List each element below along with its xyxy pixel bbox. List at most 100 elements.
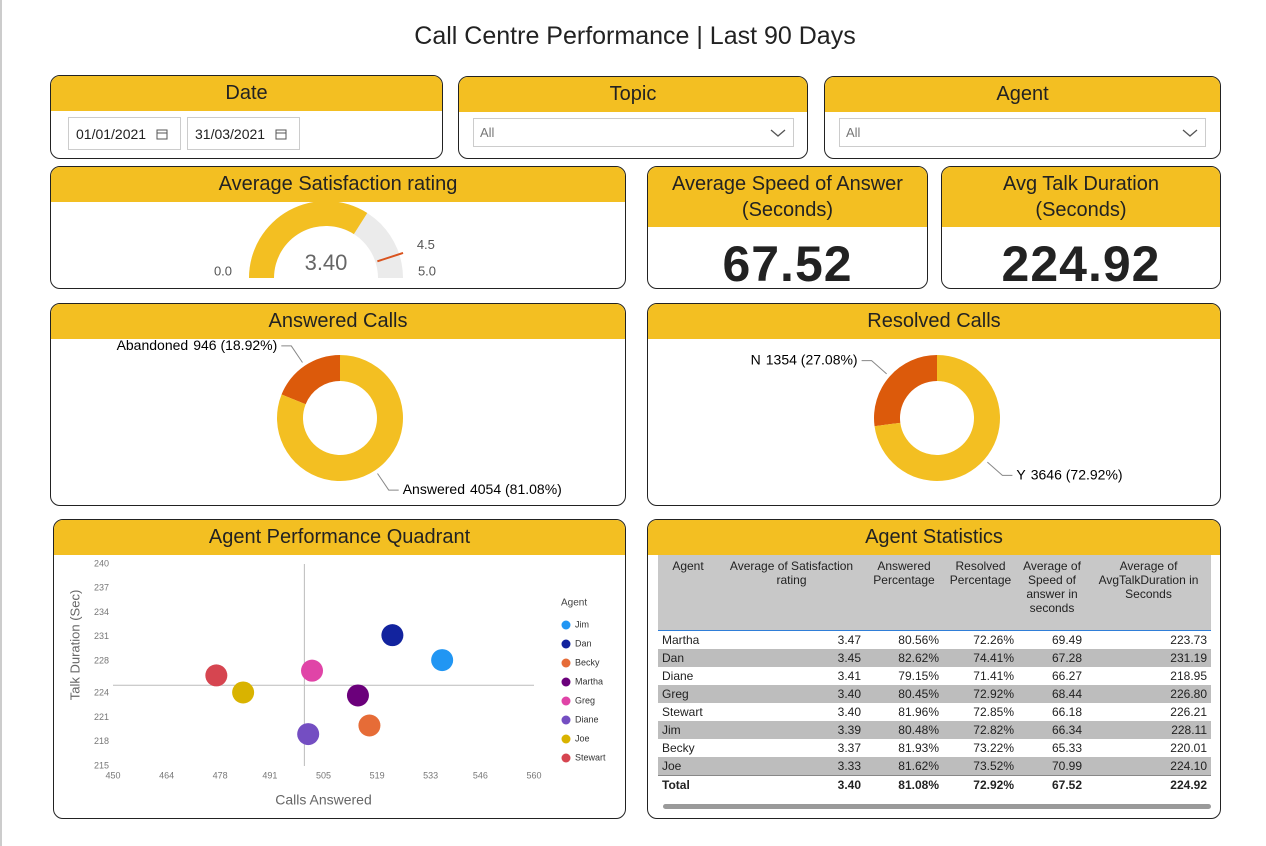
table-cell: 81.96% xyxy=(898,705,939,719)
filter-title: Topic xyxy=(459,77,807,112)
kpi-card: Avg Talk Duration (Seconds) 224.92 xyxy=(941,166,1221,289)
legend-swatch xyxy=(561,696,571,706)
scatter-point xyxy=(381,624,404,647)
column-header[interactable]: Resolved Percentage xyxy=(943,555,1018,631)
x-tick-label: 533 xyxy=(423,770,438,780)
kpi-value: 224.92 xyxy=(1001,236,1161,289)
kpi-value: 67.52 xyxy=(722,236,853,289)
chevron xyxy=(1182,129,1198,137)
leader-line xyxy=(861,360,887,375)
table-cell: Jim xyxy=(658,721,718,739)
scatter-point xyxy=(301,659,324,682)
column-header[interactable]: Average of Satisfaction rating xyxy=(718,555,865,631)
table-cell: 223.73 xyxy=(1170,633,1207,647)
legend-swatch xyxy=(561,753,571,763)
kpi-card: Average Speed of Answer (Seconds) 67.52 xyxy=(647,166,928,289)
table-row: Martha 3.47 80.56% 72.26% 69.49 223.73 xyxy=(658,631,1211,650)
table-cell: 226.21 xyxy=(1170,705,1207,719)
gauge-value xyxy=(249,202,368,278)
table-row: Becky 3.37 81.93% 73.22% 65.33 220.01 xyxy=(658,739,1211,757)
column-header[interactable]: Average of Speed of answer in seconds xyxy=(1018,555,1086,631)
table-cell: 66.27 xyxy=(1051,669,1082,683)
table-cell: Martha xyxy=(662,633,700,647)
leader-line xyxy=(987,461,1013,476)
total-cell: 72.92% xyxy=(943,775,1018,794)
table-wrap: Agent Average of Satisfaction rating Answe… xyxy=(658,555,1211,794)
chevron xyxy=(770,129,786,137)
slice-label: Y 3646 (72.92%) xyxy=(1016,466,1122,482)
table-cell: 3.40 xyxy=(837,705,861,719)
slice-label: Abandoned 946 (18.92%) xyxy=(117,339,278,353)
topic-dropdown[interactable]: All xyxy=(473,118,794,147)
table-cell: Becky xyxy=(662,741,695,755)
y-tick-label: 234 xyxy=(94,607,109,617)
scatter-card: Agent Performance Quadrant 215 218 221 224 2… xyxy=(53,519,626,819)
kpi-title: Avg Talk Duration (Seconds) xyxy=(942,167,1220,227)
table-cell: 3.33 xyxy=(718,757,865,776)
topic-filter: Topic All xyxy=(458,76,808,159)
total-row: Total 3.40 81.08% 72.92% 67.52 224.92 xyxy=(658,775,1211,794)
table-cell: 70.99 xyxy=(1018,757,1086,776)
table-cell: 81.93% xyxy=(898,741,939,755)
slice-category: Answered xyxy=(403,481,465,497)
page-title: Call Centre Performance | Last 90 Days xyxy=(414,22,856,50)
calendar-icon xyxy=(156,129,168,139)
card-title: Average Satisfaction rating xyxy=(51,167,625,202)
table-cell: 74.41% xyxy=(943,649,1018,667)
x-tick-label: 464 xyxy=(159,770,174,780)
table-cell: Dan xyxy=(658,649,718,667)
donut-slice xyxy=(874,355,937,427)
table-cell: 67.28 xyxy=(1018,649,1086,667)
leader-line xyxy=(377,473,399,491)
table-cell: 72.26% xyxy=(973,633,1014,647)
column-header[interactable]: Agent xyxy=(658,555,718,631)
table-cell: 72.82% xyxy=(943,721,1018,739)
table-cell: 82.62% xyxy=(865,649,943,667)
table-cell: 228.11 xyxy=(1086,721,1211,739)
card-title: Agent Performance Quadrant xyxy=(54,520,625,555)
x-tick-label: 450 xyxy=(105,770,120,780)
donut-slice xyxy=(281,355,340,405)
table-cell: Greg xyxy=(658,685,718,703)
x-tick-label: 560 xyxy=(526,770,541,780)
scatter-point xyxy=(346,684,369,707)
total-cell: 3.40 xyxy=(718,775,865,794)
scrollbar[interactable] xyxy=(663,804,1211,809)
y-tick-label: 231 xyxy=(94,631,109,641)
legend-label: Dan xyxy=(575,638,592,648)
table-cell: 226.80 xyxy=(1086,685,1211,703)
card-title: Agent Statistics xyxy=(648,520,1220,555)
gauge-target xyxy=(377,252,404,263)
total-cell: 81.08% xyxy=(865,775,943,794)
date-to[interactable]: 31/03/2021 xyxy=(187,117,300,150)
table-row: Diane 3.41 79.15% 71.41% 66.27 218.95 xyxy=(658,667,1211,685)
y-tick-label: 240 xyxy=(94,558,109,568)
column-header[interactable]: Average of AvgTalkDuration in Seconds xyxy=(1086,555,1211,631)
table-cell: 3.39 xyxy=(718,721,865,739)
table-cell: 3.40 xyxy=(718,685,865,703)
table-cell: Stewart xyxy=(662,705,703,719)
table-row: Greg 3.40 80.45% 72.92% 68.44 226.80 xyxy=(658,685,1211,703)
table-cell: 72.92% xyxy=(943,685,1018,703)
table-cell: 73.52% xyxy=(943,757,1018,776)
column-header[interactable]: Answered Percentage xyxy=(865,555,943,631)
y-tick-label: 215 xyxy=(94,760,109,770)
donut-chart: N 1354 (27.08%) Y 3646 (72.92%) xyxy=(751,351,1123,482)
legend-label: Jim xyxy=(575,619,589,629)
table-cell: 80.56% xyxy=(898,633,939,647)
donut-slice xyxy=(874,355,1000,481)
header-row: Agent Average of Satisfaction rating Answe… xyxy=(658,555,1211,631)
table-cell: 69.49 xyxy=(1051,633,1082,647)
dropdown-value: All xyxy=(846,125,861,140)
slice-category: N xyxy=(751,351,761,367)
table-cell: 68.44 xyxy=(1018,685,1086,703)
date-from[interactable]: 01/01/2021 xyxy=(68,117,181,150)
calendar-icon xyxy=(275,129,287,139)
legend-swatch xyxy=(561,658,571,668)
agent-dropdown[interactable]: All xyxy=(839,118,1206,147)
table-cell: 66.34 xyxy=(1018,721,1086,739)
gauge: 3.40 4.5 0.0 5.0 xyxy=(214,202,436,278)
scatter-point xyxy=(358,714,381,737)
x-tick-label: 491 xyxy=(262,770,277,780)
